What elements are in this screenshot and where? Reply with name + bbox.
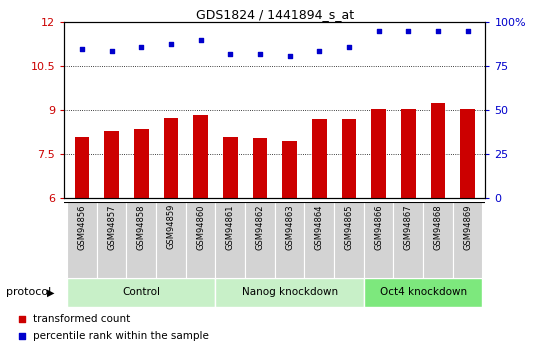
Bar (460, 109, 475, 198)
Point (463, 28, 472, 34)
Text: GSM94856: GSM94856 (78, 204, 86, 249)
Point (78, 46, 86, 51)
Point (256, 51, 264, 57)
Text: GSM94861: GSM94861 (226, 204, 235, 249)
Point (166, 41, 175, 46)
Text: GSM94869: GSM94869 (463, 204, 472, 249)
Bar (245, 202, 275, 278)
Bar (127, 202, 156, 278)
Text: Nanog knockdown: Nanog knockdown (242, 287, 338, 297)
Point (17, 334, 26, 339)
Title: GDS1824 / 1441894_s_at: GDS1824 / 1441894_s_at (196, 8, 354, 21)
Text: ▶: ▶ (46, 287, 54, 297)
Bar (431, 103, 445, 198)
Bar (401, 109, 416, 198)
Text: transformed count: transformed count (33, 314, 130, 324)
Point (226, 51, 235, 57)
Bar (334, 202, 364, 278)
Text: GSM94862: GSM94862 (256, 204, 264, 249)
Bar (186, 202, 215, 278)
Text: GSM94867: GSM94867 (404, 204, 413, 250)
Point (285, 53, 294, 59)
Text: percentile rank within the sample: percentile rank within the sample (33, 332, 209, 341)
Text: GSM94864: GSM94864 (315, 204, 324, 249)
Point (434, 28, 442, 34)
Point (344, 44, 353, 50)
Bar (371, 109, 386, 198)
Point (17, 316, 26, 322)
Point (137, 44, 146, 50)
Bar (223, 137, 238, 198)
Text: GSM94866: GSM94866 (374, 204, 383, 250)
Bar (75, 137, 89, 198)
Bar (305, 202, 334, 278)
Bar (364, 202, 393, 278)
Bar (364, 278, 483, 307)
Bar (253, 138, 267, 198)
Text: Oct4 knockdown: Oct4 knockdown (379, 287, 466, 297)
Text: GSM94858: GSM94858 (137, 204, 146, 249)
Text: GSM94859: GSM94859 (166, 204, 175, 249)
Point (107, 48, 116, 53)
Bar (312, 119, 327, 198)
Bar (67, 278, 215, 307)
Bar (215, 202, 245, 278)
Bar (67, 202, 97, 278)
Point (374, 28, 383, 34)
Text: GSM94865: GSM94865 (344, 204, 353, 249)
Bar (215, 278, 364, 307)
Point (315, 48, 324, 53)
Point (404, 28, 413, 34)
Text: GSM94863: GSM94863 (285, 204, 294, 250)
Point (196, 37, 205, 43)
Bar (282, 141, 297, 198)
Bar (134, 129, 149, 198)
Bar (104, 131, 119, 198)
Text: GSM94868: GSM94868 (434, 204, 442, 250)
Bar (163, 118, 179, 198)
Text: GSM94857: GSM94857 (107, 204, 116, 249)
Text: protocol: protocol (6, 287, 51, 297)
Bar (156, 202, 186, 278)
Bar (97, 202, 127, 278)
Bar (453, 202, 483, 278)
Bar (393, 202, 423, 278)
Bar (275, 202, 305, 278)
Bar (193, 115, 208, 198)
Bar (341, 119, 357, 198)
Text: GSM94860: GSM94860 (196, 204, 205, 249)
Text: Control: Control (122, 287, 160, 297)
Bar (423, 202, 453, 278)
